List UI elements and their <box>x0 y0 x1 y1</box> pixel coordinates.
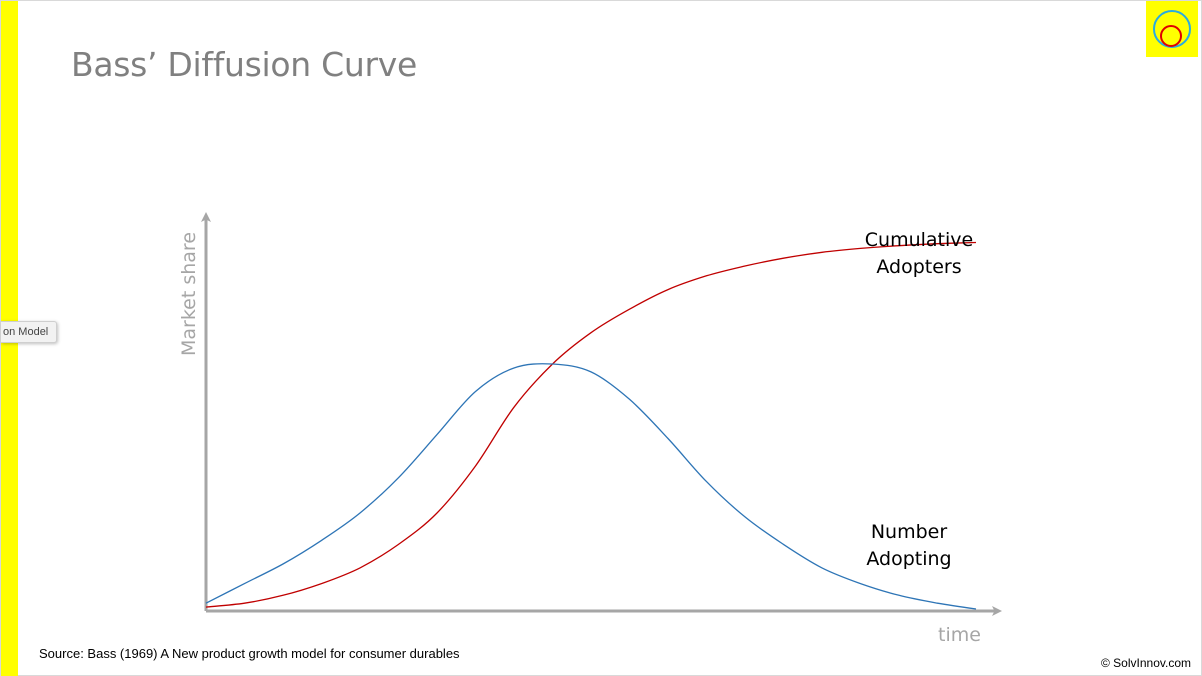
tooltip: on Model <box>1 321 58 343</box>
y-axis-label: Market share <box>178 232 200 356</box>
logo <box>1146 1 1198 57</box>
slide-title: Bass’ Diffusion Curve <box>71 45 417 84</box>
copyright: © SolvInnov.com <box>1101 656 1191 670</box>
legend-label-cumulative-line2: Adopters <box>876 256 961 278</box>
series-line-cumulative-adopters <box>205 241 977 608</box>
legend-label-number-line2: Adopting <box>866 548 951 570</box>
concentric-circles-logo-icon <box>1153 10 1191 48</box>
source-citation: Source: Bass (1969) A New product growth… <box>39 646 460 661</box>
legend-label-number: Number <box>871 521 948 543</box>
x-axis-label: time <box>938 624 981 646</box>
series-line-number-adopting <box>205 363 977 610</box>
legend-label-cumulative: Cumulative <box>865 229 973 251</box>
